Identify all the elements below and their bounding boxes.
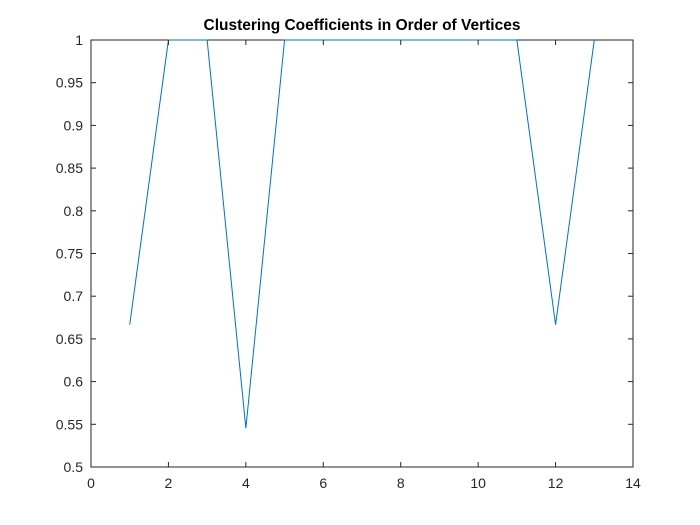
- y-tick-label: 1: [75, 32, 83, 48]
- x-tick-label: 4: [242, 475, 250, 491]
- plot-area: 0 2 4 6 8 10 12 14 0.5 0.55 0.6 0.65 0.7 0.75 0.8 0.85…: [56, 32, 641, 491]
- x-tick-label: 2: [165, 475, 173, 491]
- y-tick-label: 0.9: [64, 117, 84, 133]
- x-tick-label: 12: [548, 475, 564, 491]
- y-tick-label: 0.95: [56, 75, 83, 91]
- x-axis-ticks: 0 2 4 6 8 10 12 14: [87, 40, 641, 491]
- x-tick-label: 14: [625, 475, 641, 491]
- x-tick-label: 6: [319, 475, 327, 491]
- x-tick-label: 0: [87, 475, 95, 491]
- y-tick-label: 0.75: [56, 246, 83, 262]
- y-tick-label: 0.7: [64, 288, 84, 304]
- y-tick-label: 0.6: [64, 374, 84, 390]
- y-tick-label: 0.85: [56, 160, 83, 176]
- chart-title: Clustering Coefficients in Order of Vert…: [204, 17, 521, 34]
- axes-box: [90, 39, 634, 468]
- y-tick-label: 0.8: [64, 203, 84, 219]
- series-layer: [129, 39, 595, 429]
- series-line-1: [129, 39, 595, 429]
- y-axis-ticks: 0.5 0.55 0.6 0.65 0.7 0.75 0.8 0.85 0.9 0.95 1: [56, 32, 633, 475]
- y-tick-label: 0.65: [56, 331, 83, 347]
- x-tick-label: 8: [397, 475, 405, 491]
- x-tick-label: 10: [470, 475, 486, 491]
- y-tick-label: 0.55: [56, 416, 83, 432]
- y-tick-label: 0.5: [64, 459, 84, 475]
